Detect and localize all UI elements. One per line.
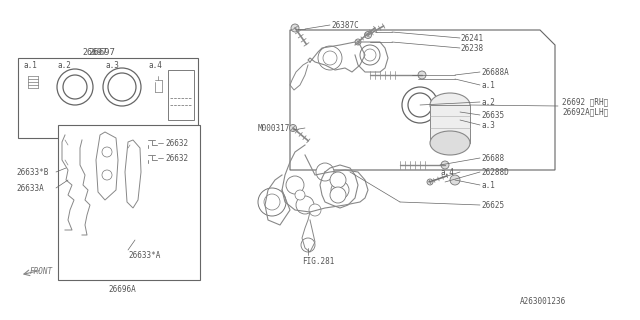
Circle shape — [427, 179, 433, 185]
Circle shape — [355, 39, 361, 45]
Text: 26625: 26625 — [481, 201, 504, 210]
Text: FIG.281: FIG.281 — [302, 258, 334, 267]
Circle shape — [264, 194, 280, 210]
Text: a.1: a.1 — [23, 60, 37, 69]
Circle shape — [364, 49, 376, 61]
Text: a.4: a.4 — [440, 167, 454, 177]
Text: 26688A: 26688A — [481, 68, 509, 76]
Circle shape — [309, 204, 321, 216]
Bar — [430, 105, 470, 143]
Text: 26688: 26688 — [481, 154, 504, 163]
Circle shape — [289, 124, 296, 132]
Circle shape — [102, 147, 112, 157]
Bar — [58, 125, 200, 280]
Circle shape — [330, 172, 346, 188]
Circle shape — [296, 196, 314, 214]
Text: 26635: 26635 — [481, 110, 504, 119]
Text: 26632: 26632 — [165, 139, 188, 148]
Text: 26288D: 26288D — [481, 167, 509, 177]
Text: A263001236: A263001236 — [520, 298, 566, 307]
Text: 26697: 26697 — [88, 47, 115, 57]
Text: a.1: a.1 — [481, 180, 495, 189]
Circle shape — [291, 24, 299, 32]
Circle shape — [330, 187, 346, 203]
Text: FRONT: FRONT — [30, 268, 53, 276]
Text: a.2: a.2 — [481, 98, 495, 107]
Text: 26633*B: 26633*B — [16, 167, 49, 177]
Ellipse shape — [430, 93, 470, 117]
Bar — [18, 58, 198, 138]
Circle shape — [323, 51, 337, 65]
Text: 26633A: 26633A — [16, 183, 44, 193]
Polygon shape — [96, 132, 118, 200]
Text: M000317: M000317 — [258, 124, 291, 132]
Circle shape — [301, 238, 315, 252]
Text: a.2: a.2 — [57, 60, 71, 69]
Bar — [168, 70, 194, 120]
Circle shape — [418, 71, 426, 79]
Polygon shape — [125, 140, 141, 208]
Circle shape — [331, 181, 349, 199]
Text: 26238: 26238 — [460, 44, 483, 52]
Circle shape — [286, 176, 304, 194]
Text: 26387C: 26387C — [331, 20, 359, 29]
Text: 26696A: 26696A — [108, 285, 136, 294]
Text: 26633*A: 26633*A — [128, 251, 161, 260]
Text: a.1: a.1 — [481, 81, 495, 90]
Text: a.3: a.3 — [105, 60, 119, 69]
Text: a.3: a.3 — [481, 121, 495, 130]
Circle shape — [360, 45, 380, 65]
Text: 26697: 26697 — [82, 47, 107, 57]
Circle shape — [450, 175, 460, 185]
Text: 26692 〈RH〉: 26692 〈RH〉 — [562, 98, 608, 107]
Circle shape — [365, 31, 371, 38]
Circle shape — [318, 46, 342, 70]
Text: 26632: 26632 — [165, 154, 188, 163]
Text: 26692A〈LH〉: 26692A〈LH〉 — [562, 108, 608, 116]
Circle shape — [102, 170, 112, 180]
Text: 26241: 26241 — [460, 34, 483, 43]
Ellipse shape — [430, 131, 470, 155]
Polygon shape — [290, 30, 555, 170]
Circle shape — [295, 190, 305, 200]
Circle shape — [258, 188, 286, 216]
Circle shape — [441, 161, 449, 169]
Text: a.4: a.4 — [148, 60, 162, 69]
Circle shape — [316, 163, 334, 181]
